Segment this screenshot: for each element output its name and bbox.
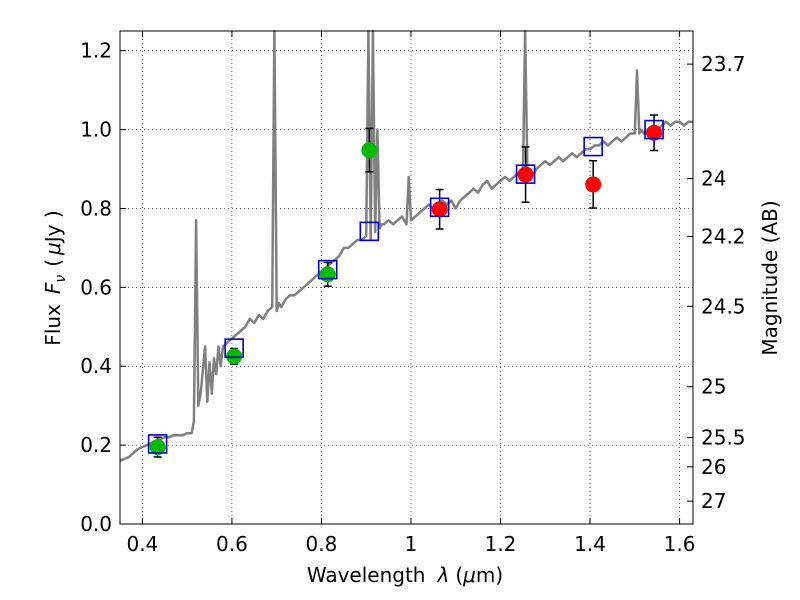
x-axis-title: Wavelength λ (μm)	[307, 563, 503, 587]
y-tick-label: 0.8	[80, 196, 112, 220]
y-tick-label: 1.0	[80, 118, 112, 142]
magnitude-tick-label: 25	[701, 375, 726, 399]
x-tick-label: 1	[405, 532, 418, 556]
red-points-marker	[646, 124, 663, 141]
y-tick-label: 0.0	[80, 512, 112, 536]
x-tick-label: 0.4	[126, 532, 158, 556]
magnitude-tick-label: 27	[701, 489, 726, 513]
magnitude-tick-label: 24.5	[701, 294, 746, 318]
red-points-marker	[431, 201, 448, 218]
model-square-marker	[583, 136, 603, 157]
red-points-marker	[585, 176, 602, 193]
y-tick-label: 0.6	[80, 275, 112, 299]
y-axis-title: FluxFν(μJy )	[41, 210, 69, 345]
magnitude-tick-label: 23.7	[701, 52, 746, 76]
model-square-marker	[515, 164, 536, 184]
tick-marks	[120, 31, 693, 525]
magnitude-axis-title: Magnitude (AB)	[758, 200, 782, 355]
green-points-marker	[361, 142, 378, 159]
points-layer	[147, 119, 664, 456]
y-tick-label: 1.2	[80, 39, 112, 63]
errorbar-layer	[153, 114, 659, 458]
model-square-marker	[224, 338, 244, 358]
y-tick-label: 0.4	[80, 354, 112, 378]
model-square-marker	[317, 259, 338, 280]
magnitude-tick-label: 24	[701, 167, 726, 191]
red-points-marker	[517, 166, 534, 183]
plot-frame	[119, 30, 694, 525]
x-tick-label: 1.2	[485, 532, 517, 556]
model-square-marker	[147, 434, 168, 454]
x-tick-label: 1.6	[664, 532, 696, 556]
model-square-marker	[359, 221, 380, 242]
model-square-marker	[429, 197, 450, 218]
grid-lines	[120, 31, 693, 525]
magnitude-tick-label: 24.2	[701, 224, 746, 248]
magnitude-tick-label: 26	[701, 455, 726, 479]
x-tick-label: 1.4	[574, 532, 606, 556]
spectrum-layer	[119, 29, 693, 463]
magnitude-tick-label: 25.5	[701, 426, 746, 450]
tick-labels: 0.4 0.6 0.8 1 1.2 1.4 1.6 0.0 0.2 0.4 0.6 0.8 1.0 1.2…	[80, 39, 745, 556]
model-square-marker	[644, 119, 664, 140]
green-points-marker	[149, 439, 166, 456]
y-tick-label: 0.2	[80, 433, 112, 457]
x-tick-label: 0.6	[216, 532, 248, 556]
x-tick-label: 0.8	[306, 532, 338, 556]
green-points-marker	[319, 266, 336, 283]
spectrum-line	[119, 29, 693, 463]
